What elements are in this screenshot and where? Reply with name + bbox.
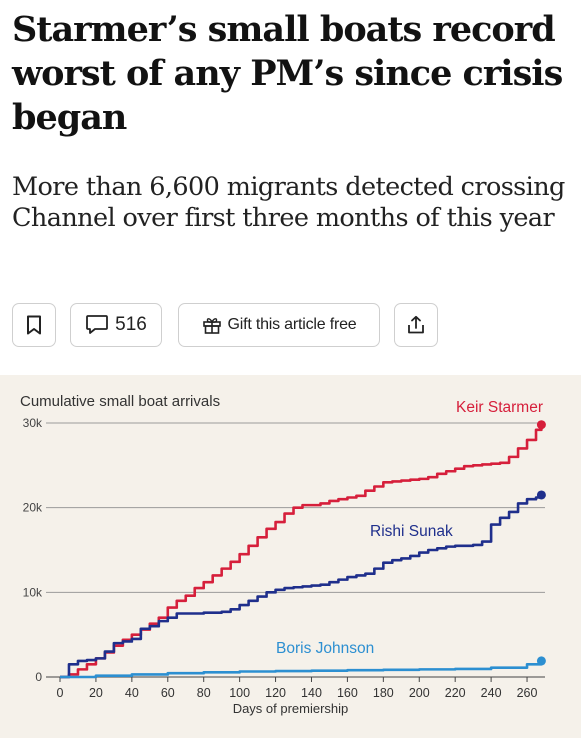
gift-icon <box>202 315 222 335</box>
series-label-keir-starmer: Keir Starmer <box>456 399 543 416</box>
bookmark-icon <box>26 315 42 335</box>
share-button[interactable] <box>394 303 438 347</box>
x-tick-label-120: 120 <box>265 686 286 700</box>
comment-icon <box>85 314 109 336</box>
series-label-boris-johnson: Boris Johnson <box>276 640 375 657</box>
x-tick-label-180: 180 <box>373 686 394 700</box>
comment-count: 516 <box>115 314 147 335</box>
x-tick-label-40: 40 <box>125 686 139 700</box>
x-axis-label: Days of premiership <box>232 701 349 716</box>
x-tick-label-20: 20 <box>89 686 103 700</box>
comments-button[interactable]: 516 <box>70 303 162 347</box>
series-endpoint-keir-starmer <box>536 420 546 430</box>
x-tick-label-260: 260 <box>517 686 538 700</box>
gift-article-button[interactable]: Gift this article free <box>178 303 380 347</box>
arrivals-line-chart: 0 10k 20k 30k 0 20 40 60 80 100 120 140 160 180 200 220… <box>23 416 546 700</box>
x-tick-label-60: 60 <box>161 686 175 700</box>
y-tick-label-0: 0 <box>35 670 42 684</box>
bookmark-button[interactable] <box>12 303 56 347</box>
share-icon <box>407 315 425 335</box>
headline: Starmer’s small boats record worst of an… <box>12 9 563 138</box>
x-tick-label-160: 160 <box>337 686 358 700</box>
x-tick-label-140: 140 <box>301 686 322 700</box>
chart-panel: 0 10k 20k 30k 0 20 40 60 80 100 120 140 160 180 200 220… <box>0 375 581 738</box>
standfirst: More than 6,600 migrants detected crossi… <box>12 172 565 233</box>
series-endpoint-boris-johnson <box>536 656 546 666</box>
x-tick-label-0: 0 <box>57 686 64 700</box>
y-tick-label-20k: 20k <box>23 501 43 515</box>
series-endpoint-rishi-sunak <box>536 490 546 500</box>
chart-title: Cumulative small boat arrivals <box>20 393 221 410</box>
y-tick-label-10k: 10k <box>23 585 43 599</box>
article-toolbar: 516 Gift this article free <box>12 303 572 347</box>
x-tick-label-80: 80 <box>197 686 211 700</box>
gift-label: Gift this article free <box>227 316 357 333</box>
x-tick-label-100: 100 <box>229 686 250 700</box>
x-tick-label-220: 220 <box>445 686 466 700</box>
series-line-boris-johnson <box>60 660 543 679</box>
series-line-rishi-sunak <box>60 494 543 679</box>
series-label-rishi-sunak: Rishi Sunak <box>370 523 453 540</box>
x-tick-label-200: 200 <box>409 686 430 700</box>
x-tick-label-240: 240 <box>481 686 502 700</box>
y-tick-label-30k: 30k <box>23 416 43 430</box>
